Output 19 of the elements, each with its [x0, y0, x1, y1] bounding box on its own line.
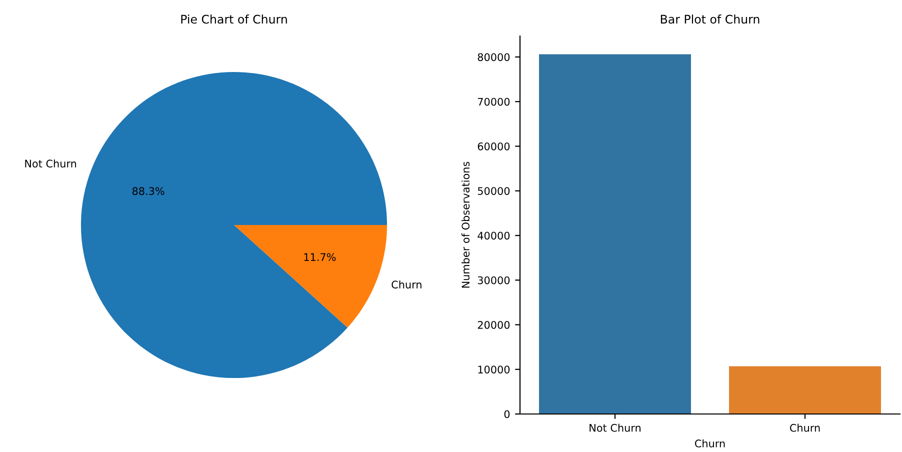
- y-tick-label: 20000: [478, 320, 510, 329]
- y-tick-label: 40000: [478, 232, 510, 240]
- y-tick-label: 80000: [478, 53, 510, 62]
- y-tick-label: 70000: [478, 98, 510, 106]
- y-tick-label: 50000: [478, 187, 510, 195]
- pie-slice: [234, 225, 388, 328]
- chart-title: Bar Plot of Churn: [660, 14, 760, 24]
- slice-label: Churn: [392, 280, 422, 289]
- pie-slice: [80, 72, 388, 378]
- y-tick-label: 60000: [478, 142, 510, 150]
- slice-label: Not Churn: [25, 159, 76, 168]
- data-label: 88.3%: [132, 187, 164, 196]
- y-tick-label: 30000: [478, 276, 510, 284]
- chart-title: Pie Chart of Churn: [181, 14, 287, 24]
- y-tick-label: 0: [504, 410, 510, 418]
- y-axis-title: Number of Observations: [462, 162, 470, 288]
- y-tick-label: 10000: [478, 366, 510, 374]
- data-label: 11.7%: [304, 253, 336, 262]
- x-axis-title: Churn: [694, 439, 725, 448]
